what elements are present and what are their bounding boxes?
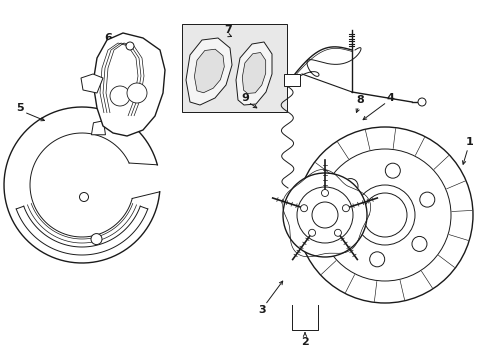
Circle shape — [411, 237, 426, 251]
Text: 1: 1 — [465, 137, 473, 147]
Circle shape — [342, 205, 349, 212]
Text: 3: 3 — [258, 305, 265, 315]
Circle shape — [308, 229, 315, 236]
Polygon shape — [242, 53, 265, 94]
Circle shape — [419, 192, 434, 207]
Circle shape — [296, 187, 352, 243]
Circle shape — [321, 189, 328, 197]
Circle shape — [80, 193, 88, 202]
Polygon shape — [91, 121, 105, 135]
Circle shape — [354, 185, 414, 245]
Polygon shape — [81, 74, 103, 93]
Circle shape — [311, 202, 337, 228]
Circle shape — [342, 179, 357, 194]
Text: 9: 9 — [241, 93, 248, 103]
Circle shape — [126, 42, 134, 50]
Bar — [284, 74, 299, 86]
Polygon shape — [194, 49, 224, 93]
Circle shape — [300, 205, 307, 212]
Circle shape — [369, 252, 384, 267]
Text: 7: 7 — [224, 25, 231, 35]
Text: 2: 2 — [301, 337, 308, 347]
Circle shape — [296, 127, 472, 303]
Polygon shape — [236, 42, 271, 105]
Circle shape — [417, 98, 425, 106]
Circle shape — [334, 229, 341, 236]
Circle shape — [283, 173, 366, 257]
Circle shape — [385, 163, 400, 178]
Text: 5: 5 — [16, 103, 24, 113]
Circle shape — [91, 234, 102, 244]
Circle shape — [335, 223, 349, 238]
Polygon shape — [93, 33, 164, 136]
Polygon shape — [185, 38, 231, 105]
Text: 4: 4 — [385, 93, 393, 103]
Circle shape — [110, 86, 130, 106]
Text: 8: 8 — [355, 95, 363, 105]
Circle shape — [127, 83, 147, 103]
Bar — [182, 24, 286, 112]
Text: 6: 6 — [104, 33, 112, 43]
